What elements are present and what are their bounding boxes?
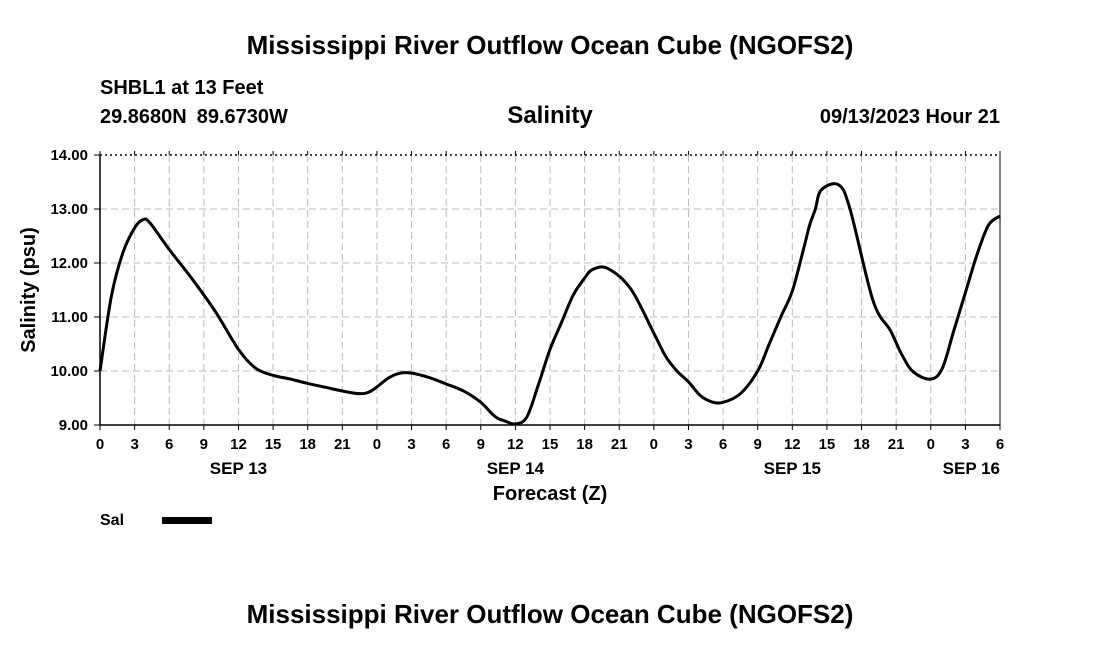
- legend-swatch: [162, 517, 212, 524]
- main-title: Mississippi River Outflow Ocean Cube (NG…: [246, 30, 854, 60]
- x-tick-label: 9: [754, 436, 762, 453]
- longitude: 89.6730W: [196, 106, 288, 128]
- x-tick-label: 21: [334, 436, 351, 453]
- y-tick-label: 12.00: [50, 255, 88, 272]
- x-tick-label: 3: [684, 436, 692, 453]
- x-tick-label: 21: [611, 436, 628, 453]
- x-tick-label: 9: [200, 436, 208, 453]
- x-tick-label: 15: [265, 436, 282, 453]
- x-tick-label: 21: [888, 436, 905, 453]
- legend: Sal: [100, 512, 212, 529]
- x-tick-label: 15: [819, 436, 836, 453]
- x-tick-label: 6: [442, 436, 450, 453]
- x-day-label: SEP 15: [764, 459, 821, 478]
- footer-title: Mississippi River Outflow Ocean Cube (NG…: [246, 599, 854, 629]
- chart-title: Salinity: [507, 102, 593, 129]
- forecast-datetime: 09/13/2023 Hour 21: [819, 106, 1000, 128]
- x-tick-label: 0: [927, 436, 935, 453]
- x-tick-label: 18: [853, 436, 870, 453]
- x-tick-label: 9: [477, 436, 485, 453]
- x-tick-label: 18: [576, 436, 593, 453]
- x-day-label: SEP 16: [943, 459, 1000, 478]
- y-tick-label: 11.00: [51, 309, 88, 326]
- grid-lines: [100, 155, 1000, 425]
- x-day-label: SEP 14: [487, 459, 545, 478]
- series-line-sal: [98, 182, 1001, 426]
- x-tick-label: 12: [784, 436, 801, 453]
- x-tick-label: 18: [299, 436, 316, 453]
- station-coordinates: 29.8680N 89.6730W: [100, 106, 288, 129]
- x-tick-label: 0: [373, 436, 381, 453]
- x-tick-label: 6: [719, 436, 727, 453]
- x-tick-label: 0: [96, 436, 104, 453]
- x-tick-label: 3: [407, 436, 415, 453]
- y-tick-label: 13.00: [50, 201, 88, 218]
- x-tick-label: 6: [996, 436, 1004, 453]
- y-axis-title: Salinity (psu): [18, 227, 40, 353]
- x-tick-label: 12: [507, 436, 524, 453]
- y-tick-label: 10.00: [50, 363, 88, 380]
- x-tick-label: 3: [961, 436, 969, 453]
- x-tick-label: 3: [130, 436, 138, 453]
- station-label: SHBL1 at 13 Feet: [100, 77, 264, 99]
- y-tick-label: 9.00: [59, 417, 88, 434]
- x-axis-title: Forecast (Z): [493, 483, 607, 505]
- x-tick-label: 12: [230, 436, 247, 453]
- y-tick-label: 14.00: [50, 147, 88, 164]
- x-day-label: SEP 13: [210, 459, 267, 478]
- x-tick-label: 15: [542, 436, 559, 453]
- axes: 0 3 6 9 12 15 18 21 0 3 6 9 12 15 18 21 0 3 6 9 12 15 18 21 0 3 6 9…: [18, 147, 1004, 505]
- x-tick-label: 0: [650, 436, 658, 453]
- legend-label: Sal: [100, 512, 124, 529]
- x-tick-label: 6: [165, 436, 173, 453]
- latitude: 29.8680N: [100, 106, 187, 128]
- data-series: [98, 182, 1001, 426]
